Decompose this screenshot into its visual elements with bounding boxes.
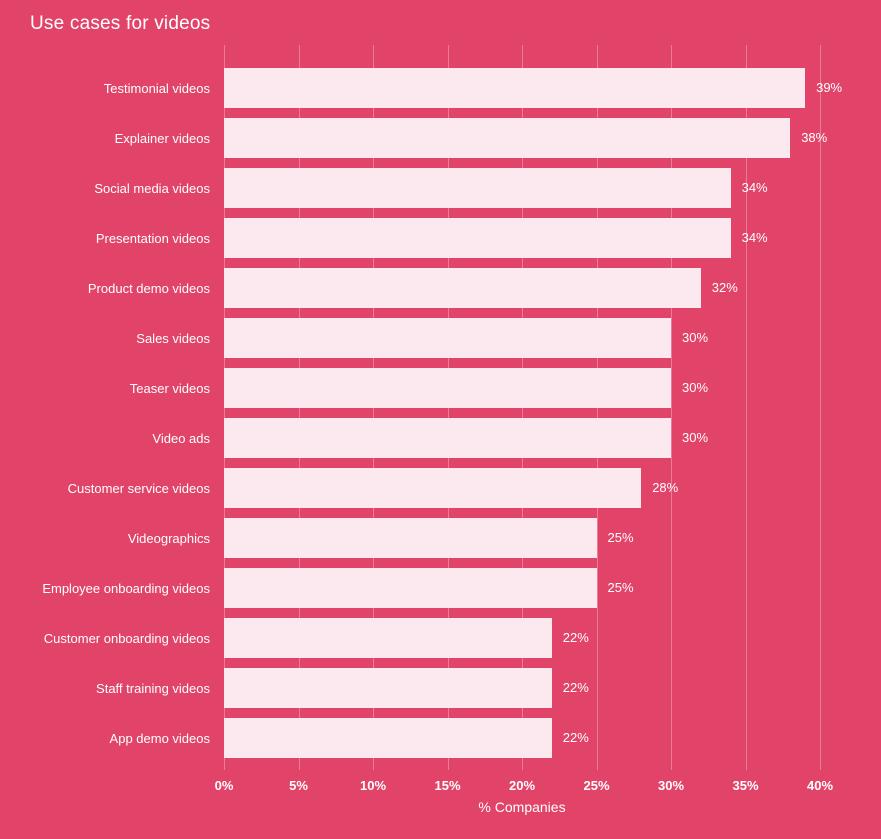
bar[interactable] <box>224 168 731 208</box>
bar-area: 30% <box>224 368 820 408</box>
bar-value-label: 30% <box>682 380 709 395</box>
category-label: Customer onboarding videos <box>43 630 210 646</box>
bar-value-label: 34% <box>741 230 768 245</box>
category-label: Explainer videos <box>114 130 210 146</box>
bar[interactable] <box>224 318 671 358</box>
x-axis: 0% 5% 10% 15% 20% 25% 30% 35% 40% <box>215 763 833 799</box>
bar-area: 22% <box>224 718 820 758</box>
bar-row: Product demo videos 32% <box>0 263 881 313</box>
bar[interactable] <box>224 618 552 658</box>
bar-row: Customer service videos 28% <box>0 463 881 513</box>
bar-area: 34% <box>224 168 820 208</box>
x-tick-label: 0% <box>214 778 234 793</box>
x-tick-label: 20% <box>508 778 536 793</box>
bar-area: 25% <box>224 518 820 558</box>
bar-rows: Testimonial videos 39% Explainer videos 38%… <box>0 63 881 763</box>
bar-row: Testimonial videos 39% <box>0 63 881 113</box>
category-label: Teaser videos <box>129 380 210 396</box>
bar[interactable] <box>224 668 552 708</box>
bar-chart: Testimonial videos 39% Explainer videos 38%… <box>0 45 881 815</box>
bar[interactable] <box>224 368 671 408</box>
bar-area: 30% <box>224 318 820 358</box>
bar-row: Customer onboarding videos 22% <box>0 613 881 663</box>
bar-row: Social media videos 34% <box>0 163 881 213</box>
x-tick-label: 15% <box>434 778 461 793</box>
bar-row: Videographics 25% <box>0 513 881 563</box>
bar-area: 32% <box>224 268 820 308</box>
bar-area: 39% <box>224 68 842 108</box>
bar-area: 22% <box>224 618 820 658</box>
bar[interactable] <box>224 518 597 558</box>
x-tick-label: 5% <box>289 778 308 793</box>
category-label: Staff training videos <box>96 680 210 696</box>
bar-value-label: 30% <box>682 430 709 445</box>
bar[interactable] <box>224 568 597 608</box>
bar[interactable] <box>224 68 806 108</box>
x-tick-label: 30% <box>657 778 685 793</box>
bar[interactable] <box>224 218 731 258</box>
bar-row: Sales videos 30% <box>0 313 881 363</box>
x-tick-label: 35% <box>732 778 759 793</box>
bar-row: Teaser videos 30% <box>0 363 881 413</box>
bar-value-label: 39% <box>816 80 843 95</box>
category-label: Customer service videos <box>67 480 210 496</box>
category-label: Social media videos <box>94 180 210 196</box>
bar-row: Staff training videos 22% <box>0 663 881 713</box>
bar-value-label: 22% <box>562 680 589 695</box>
bar-value-label: 38% <box>801 130 828 145</box>
bar-value-label: 28% <box>652 480 679 495</box>
bar-value-label: 34% <box>741 180 768 195</box>
bar-area: 25% <box>224 568 820 608</box>
bar-row: Explainer videos 38% <box>0 113 881 163</box>
x-tick-label: 40% <box>806 778 834 793</box>
x-axis-title: % Companies <box>478 799 566 815</box>
category-label: Product demo videos <box>87 280 210 296</box>
bar-area: 30% <box>224 418 820 458</box>
category-label: Sales videos <box>136 330 210 346</box>
category-label: Employee onboarding videos <box>42 580 210 596</box>
bar[interactable] <box>224 268 701 308</box>
bar-value-label: 22% <box>562 630 589 645</box>
bar[interactable] <box>224 718 552 758</box>
x-tick-label: 25% <box>583 778 610 793</box>
bar-area: 34% <box>224 218 820 258</box>
x-tick-label: 10% <box>359 778 387 793</box>
category-label: Presentation videos <box>95 230 210 246</box>
bar-value-label: 25% <box>607 580 634 595</box>
bar-area: 22% <box>224 668 820 708</box>
bar-value-label: 32% <box>711 280 738 295</box>
bar[interactable] <box>224 118 791 158</box>
bar[interactable] <box>224 468 642 508</box>
category-label: App demo videos <box>109 730 210 746</box>
category-label: Videographics <box>127 530 210 546</box>
bar-row: App demo videos 22% <box>0 713 881 763</box>
bar-row: Employee onboarding videos 25% <box>0 563 881 613</box>
bar-row: Video ads 30% <box>0 413 881 463</box>
bar-value-label: 30% <box>682 330 709 345</box>
bar-area: 38% <box>224 118 827 158</box>
bar[interactable] <box>224 418 671 458</box>
category-label: Testimonial videos <box>103 80 210 96</box>
bar-value-label: 22% <box>562 730 589 745</box>
category-label: Video ads <box>152 430 210 446</box>
bar-value-label: 25% <box>607 530 634 545</box>
bar-row: Presentation videos 34% <box>0 213 881 263</box>
chart-title: Use cases for videos <box>30 13 211 34</box>
bar-area: 28% <box>224 468 820 508</box>
